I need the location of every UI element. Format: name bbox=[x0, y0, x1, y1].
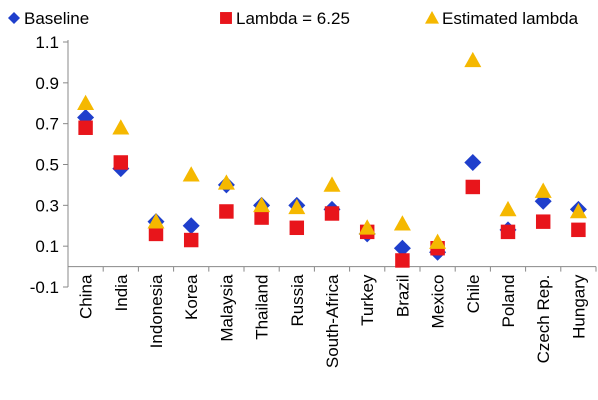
x-tick-label: Indonesia bbox=[147, 274, 166, 348]
x-axis: China India Indonesia Korea Malaysia Thailand… bbox=[67, 266, 597, 368]
data-point bbox=[465, 179, 481, 195]
data-point bbox=[254, 210, 269, 225]
x-tick-label: Thailand bbox=[253, 275, 272, 340]
x-tick-label: Turkey bbox=[358, 274, 377, 326]
data-point bbox=[219, 204, 234, 219]
data-point bbox=[253, 196, 271, 213]
y-tick-label: 0.7 bbox=[35, 115, 59, 134]
x-tick-label: China bbox=[77, 274, 96, 319]
x-tick-label: South-Africa bbox=[323, 274, 342, 368]
data-point bbox=[499, 200, 517, 217]
data-point bbox=[323, 176, 341, 192]
x-tick-label: Mexico bbox=[429, 275, 448, 329]
x-tick-label: Hungary bbox=[569, 274, 588, 339]
x-tick-label: Malaysia bbox=[217, 274, 236, 342]
data-point bbox=[147, 213, 165, 229]
y-tick-label: -0.1 bbox=[30, 278, 59, 297]
data-point bbox=[148, 226, 164, 242]
legend-marker bbox=[220, 12, 232, 24]
legend-marker bbox=[425, 11, 439, 24]
legend-label: Baseline bbox=[24, 9, 89, 28]
series-2 bbox=[77, 51, 587, 249]
x-tick-label: Brazil bbox=[393, 275, 412, 318]
y-axis: -0.1 0.1 0.3 0.5 0.7 0.9 1.1 bbox=[30, 33, 69, 297]
y-tick-label: 1.1 bbox=[35, 33, 59, 52]
data-point bbox=[429, 233, 447, 249]
x-tick-label: Korea bbox=[182, 274, 201, 320]
data-point bbox=[77, 94, 95, 111]
data-point bbox=[393, 239, 411, 257]
data-point bbox=[182, 166, 200, 182]
data-point bbox=[569, 202, 587, 219]
data-point bbox=[534, 182, 552, 198]
x-tick-label: Chile bbox=[464, 275, 483, 314]
data-point bbox=[217, 174, 235, 190]
data-point bbox=[395, 253, 410, 268]
data-point bbox=[535, 214, 551, 229]
data-point bbox=[464, 51, 482, 68]
legend-label: Lambda = 6.25 bbox=[236, 9, 350, 28]
data-point bbox=[288, 198, 306, 215]
x-tick-label: Russia bbox=[288, 274, 307, 327]
data-point bbox=[289, 220, 305, 236]
y-tick-label: 0.1 bbox=[35, 237, 59, 256]
x-tick-label: Czech Rep. bbox=[534, 275, 553, 364]
x-tick-label: India bbox=[112, 274, 131, 311]
data-point bbox=[571, 222, 586, 238]
series-1 bbox=[78, 120, 586, 268]
data-point bbox=[183, 232, 199, 248]
data-point bbox=[358, 219, 376, 235]
data-marks bbox=[77, 51, 587, 268]
data-point bbox=[113, 155, 129, 170]
legend-label: Estimated lambda bbox=[442, 9, 579, 28]
data-point bbox=[78, 120, 93, 135]
y-tick-label: 0.3 bbox=[35, 196, 59, 215]
data-point bbox=[464, 153, 482, 171]
data-point bbox=[393, 215, 411, 231]
y-tick-label: 0.9 bbox=[35, 74, 59, 93]
y-tick-label: 0.5 bbox=[35, 156, 59, 175]
data-point bbox=[324, 206, 340, 221]
x-tick-label: Poland bbox=[499, 275, 518, 328]
legend-marker bbox=[8, 12, 20, 24]
data-point bbox=[112, 119, 130, 135]
data-point bbox=[500, 224, 516, 240]
legend: Baseline Lambda = 6.25 Estimated lambda bbox=[8, 9, 579, 28]
data-point bbox=[182, 217, 200, 235]
